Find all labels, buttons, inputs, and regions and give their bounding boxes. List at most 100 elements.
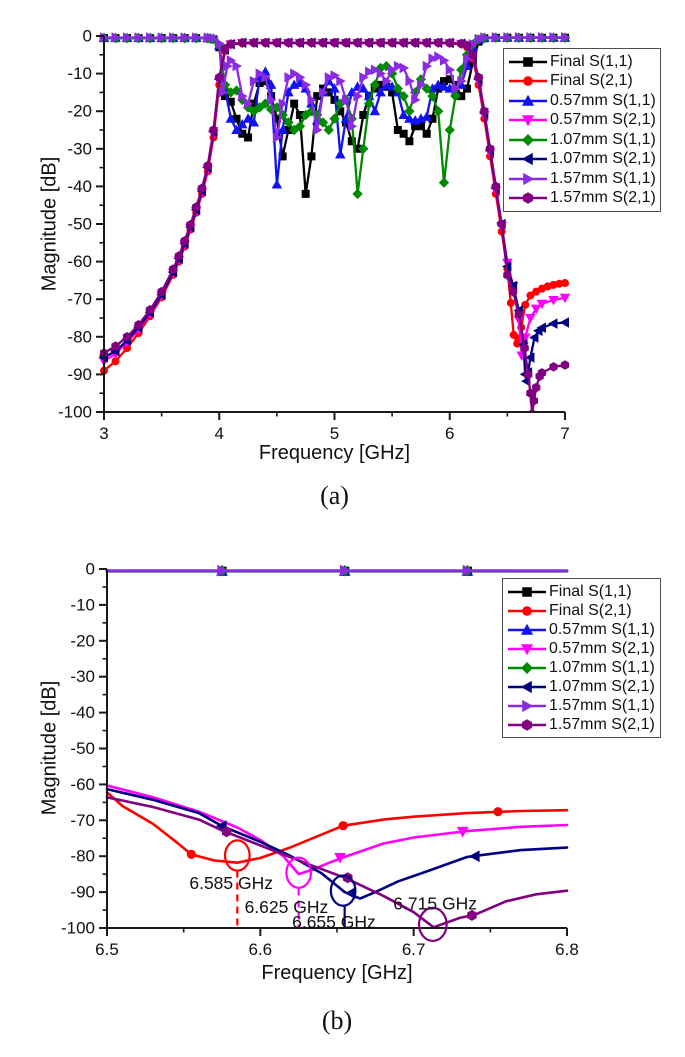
legend-item-final-s-2-1: Final S(2,1) [507, 601, 656, 620]
legend-item-0-57mm-s-2-1: 0.57mm S(2,1) [507, 639, 656, 658]
chart-a-series-0-57mm-s-1-1 [98, 32, 571, 189]
legend-item-0-57mm-s-2-1: 0.57mm S(2,1) [508, 111, 656, 131]
chart-b-annotation-6-655-ghz: 6.655 GHz [292, 912, 376, 932]
chart-a-ytick-label: -100 [58, 403, 92, 422]
chart-b-xtick-label: 6.7 [402, 940, 426, 959]
legend-key-triangle-left-icon [508, 680, 546, 693]
chart-b-ytick-label: -20 [70, 631, 95, 650]
legend-item-1-07mm-s-1-1: 1.07mm S(1,1) [508, 130, 656, 150]
annotation-label: 6.585 GHz [189, 873, 273, 893]
chart-a-xtick-label: 6 [445, 424, 454, 443]
legend-label: 1.07mm S(1,1) [549, 658, 655, 676]
chart-a-xtick-label: 7 [560, 424, 569, 443]
chart-b-legend: Final S(1,1) Final S(2,1) 0.57mm S(1,1) 0.5… [502, 578, 661, 738]
chart-a-legend: Final S(1,1) Final S(2,1) 0.57mm S(1,1) 0.5… [503, 48, 661, 212]
legend-label: 1.07mm S(2,1) [549, 677, 655, 695]
chart-b-ytick-label: -50 [70, 739, 95, 758]
legend-item-0-57mm-s-1-1: 0.57mm S(1,1) [508, 91, 656, 111]
legend-key-circle-icon [509, 76, 547, 87]
0-57mm-s-2-1-markers [334, 826, 469, 864]
chart-b-annotation-ellipse-4 [285, 856, 313, 889]
chart-a-ytick-label: -90 [67, 365, 92, 384]
chart-b-series-0-57mm-s-2-1 [105, 784, 569, 876]
legend-item-final-s-2-1: Final S(2,1) [508, 72, 656, 92]
legend-label: 0.57mm S(2,1) [549, 639, 655, 657]
legend-label: 1.07mm S(1,1) [550, 130, 656, 148]
chart-a-axes [96, 35, 566, 420]
chart-b-ytick-label: -80 [70, 847, 95, 866]
legend-key-triangle-up-icon [508, 623, 546, 635]
chart-a-ytick-label: -40 [67, 177, 92, 196]
legend-item-final-s-1-1: Final S(1,1) [507, 582, 656, 601]
chart-b-series-1-57mm-s-1-1 [105, 564, 569, 577]
legend-label: 1.57mm S(2,1) [550, 189, 656, 207]
chart-b-ytick-label: -70 [70, 811, 95, 830]
chart-b-series-1-07mm-s-2-1 [105, 787, 569, 900]
legend-key-diamond-icon [508, 661, 546, 674]
1-57mm-s-1-1-markers [217, 564, 474, 577]
chart-b-series-1-57mm-s-2-1 [105, 796, 569, 928]
legend-label: Final S(2,1) [549, 601, 632, 619]
chart-b-series [105, 564, 569, 928]
chart-a-ytick-label: -20 [67, 102, 92, 121]
chart-b-ytick-label: -60 [70, 775, 95, 794]
1-07mm-s-1-1-markers [98, 32, 571, 200]
chart-a-ytick-label: 0 [83, 27, 92, 46]
legend-item-0-57mm-s-1-1: 0.57mm S(1,1) [507, 620, 656, 639]
chart-b-annotation-6-625-ghz: 6.625 GHz [245, 897, 329, 917]
legend-label: Final S(2,1) [550, 72, 633, 90]
final-s-2-1-markers [186, 807, 503, 859]
caption-a: (a) [320, 481, 349, 510]
chart-b-ytick-label: -30 [70, 667, 95, 686]
chart-b-ytick-label: -40 [70, 703, 95, 722]
chart-b-axes [99, 568, 568, 936]
chart-b-series-final-s-2-1 [105, 791, 569, 864]
chart-a-series-1-07mm-s-1-1 [98, 32, 571, 200]
chart-b-annotation-6-715-ghz: 6.715 GHz [393, 894, 477, 914]
legend-item-1-57mm-s-1-1: 1.57mm S(1,1) [508, 169, 656, 189]
chart-a-series [98, 32, 571, 412]
legend-key-square-icon [508, 586, 546, 597]
annotation-label: 6.625 GHz [245, 897, 329, 917]
chart-a-xaxis-title: Frequency [GHz] [258, 442, 411, 464]
chart-b-tick-labels: 6.5 6.6 6.7 6.8 0 -10 -20 -30 -40 -50 -60 -70 -80 -90… [61, 560, 579, 960]
chart-a-ytick-label: -80 [67, 327, 92, 346]
chart-a-ytick-label: -50 [67, 215, 92, 234]
chart-b-annotation-ellipse-6 [417, 906, 448, 943]
chart-b-xtick-label: 6.5 [95, 940, 119, 959]
legend-label: 0.57mm S(2,1) [550, 111, 656, 129]
legend-item-final-s-1-1: Final S(1,1) [508, 52, 656, 72]
chart-a-tick-labels: 3 4 5 6 7 0 -10 -20 -30 -40 -50 -60 -70 -80 -90 -100 [58, 27, 570, 444]
legend-key-square-icon [509, 56, 547, 67]
legend-label: 1.07mm S(2,1) [550, 150, 656, 168]
legend-key-triangle-right-icon [509, 172, 547, 185]
legend-key-hexagon-icon [508, 718, 546, 731]
annotation-label: 6.655 GHz [292, 912, 376, 932]
legend-key-triangle-up-icon [509, 94, 547, 106]
chart-a-ytick-label: -60 [67, 252, 92, 271]
chart-b-annotation-ellipse-3 [223, 839, 251, 872]
legend-key-hexagon-icon [509, 192, 547, 204]
legend-item-1-07mm-s-1-1: 1.07mm S(1,1) [507, 658, 656, 677]
chart-b-ytick-label: -100 [61, 919, 95, 938]
chart-a-xtick-label: 4 [215, 424, 224, 443]
legend-label: 1.57mm S(2,1) [549, 715, 655, 733]
legend-item-1-57mm-s-1-1: 1.57mm S(1,1) [507, 696, 656, 715]
legend-item-1-57mm-s-2-1: 1.57mm S(2,1) [508, 189, 656, 209]
chart-a-xtick-label: 5 [330, 424, 339, 443]
chart-b-ytick-label: 0 [86, 560, 95, 579]
chart-b-xtick-label: 6.8 [555, 940, 579, 959]
chart-b-xtick-label: 6.6 [249, 940, 273, 959]
legend-item-1-57mm-s-2-1: 1.57mm S(2,1) [507, 715, 656, 734]
legend-key-triangle-right-icon [508, 699, 546, 712]
1-57mm-s-1-1-markers [100, 32, 571, 143]
0-57mm-s-1-1-markers [98, 32, 571, 189]
chart-b-ytick-label: -90 [70, 883, 95, 902]
chart-a: 3 4 5 6 7 0 -10 -20 -30 -40 -50 -60 -70 -80 -90 -100 [58, 27, 571, 444]
chart-b-annotation-ellipse-5 [329, 874, 357, 907]
legend-label: 0.57mm S(1,1) [550, 91, 656, 109]
chart-a-xtick-label: 3 [99, 424, 108, 443]
chart-a-ytick-label: -30 [67, 139, 92, 158]
legend-label: 1.57mm S(1,1) [549, 696, 655, 714]
